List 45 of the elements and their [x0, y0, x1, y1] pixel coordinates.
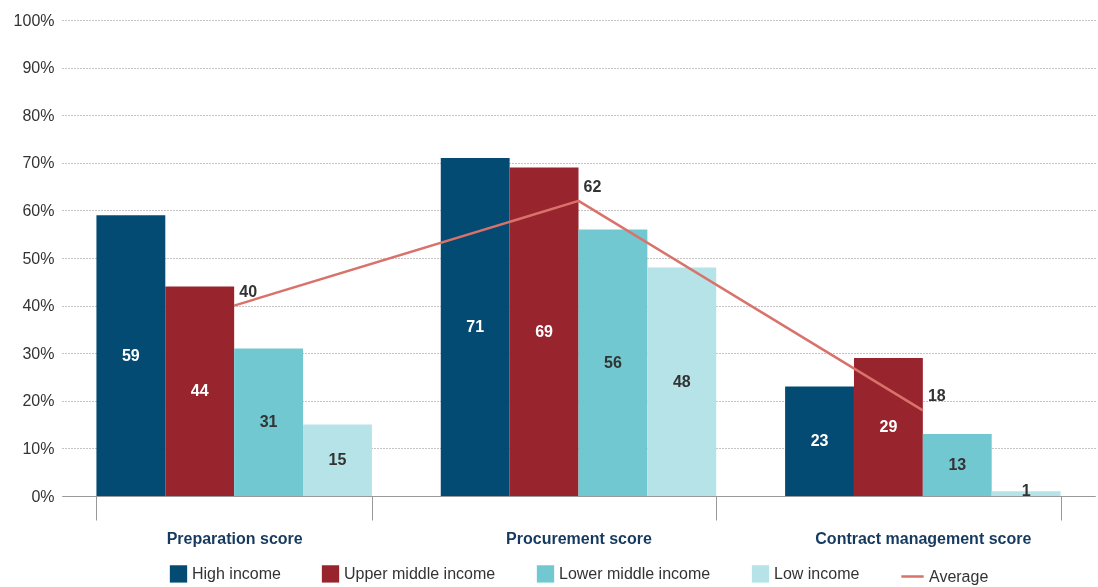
bar	[234, 348, 304, 496]
data-label: 56	[604, 353, 622, 371]
bar	[785, 386, 854, 496]
legend-label: Average	[929, 567, 989, 585]
bar	[647, 267, 717, 496]
data-label: 40	[239, 282, 258, 300]
legend-label: Upper middle income	[344, 564, 496, 582]
bar	[578, 229, 648, 496]
bar	[165, 286, 235, 496]
data-label: 23	[810, 432, 829, 450]
bar	[303, 424, 372, 496]
data-label: 18	[927, 387, 946, 405]
x-tick-label: Contract management score	[815, 529, 1032, 547]
data-label: 59	[121, 346, 140, 364]
data-label: 62	[583, 177, 602, 195]
y-tick-label: 70%	[22, 154, 55, 172]
data-label: 48	[672, 372, 691, 390]
x-tick-label: Preparation score	[166, 529, 303, 547]
data-label: 15	[328, 451, 347, 469]
data-label: 29	[879, 417, 898, 435]
y-tick-label: 20%	[22, 392, 55, 410]
bar	[922, 434, 992, 496]
y-tick-label: 50%	[22, 249, 55, 267]
legend-label: Lower middle income	[559, 564, 711, 582]
data-label: 44	[190, 382, 209, 400]
data-label: 1	[1021, 482, 1031, 500]
y-tick-label: 30%	[22, 344, 55, 362]
data-label: 31	[259, 413, 278, 431]
y-tick-label: 60%	[22, 201, 55, 219]
y-tick-label: 10%	[22, 439, 55, 457]
bar	[440, 158, 510, 496]
legend-label: Low income	[774, 564, 860, 582]
bar	[853, 357, 923, 496]
bar	[96, 215, 166, 496]
y-tick-label: 80%	[22, 106, 55, 124]
data-label: 71	[466, 318, 485, 336]
data-label: 13	[948, 456, 967, 474]
y-tick-label: 100%	[13, 11, 55, 29]
bar	[509, 167, 579, 496]
x-tick-label: Procurement score	[506, 529, 653, 547]
legend-label: High income	[192, 564, 282, 582]
y-tick-label: 90%	[22, 59, 55, 77]
y-tick-label: 0%	[31, 487, 55, 505]
data-label: 69	[535, 322, 554, 340]
y-tick-label: 40%	[22, 297, 55, 315]
